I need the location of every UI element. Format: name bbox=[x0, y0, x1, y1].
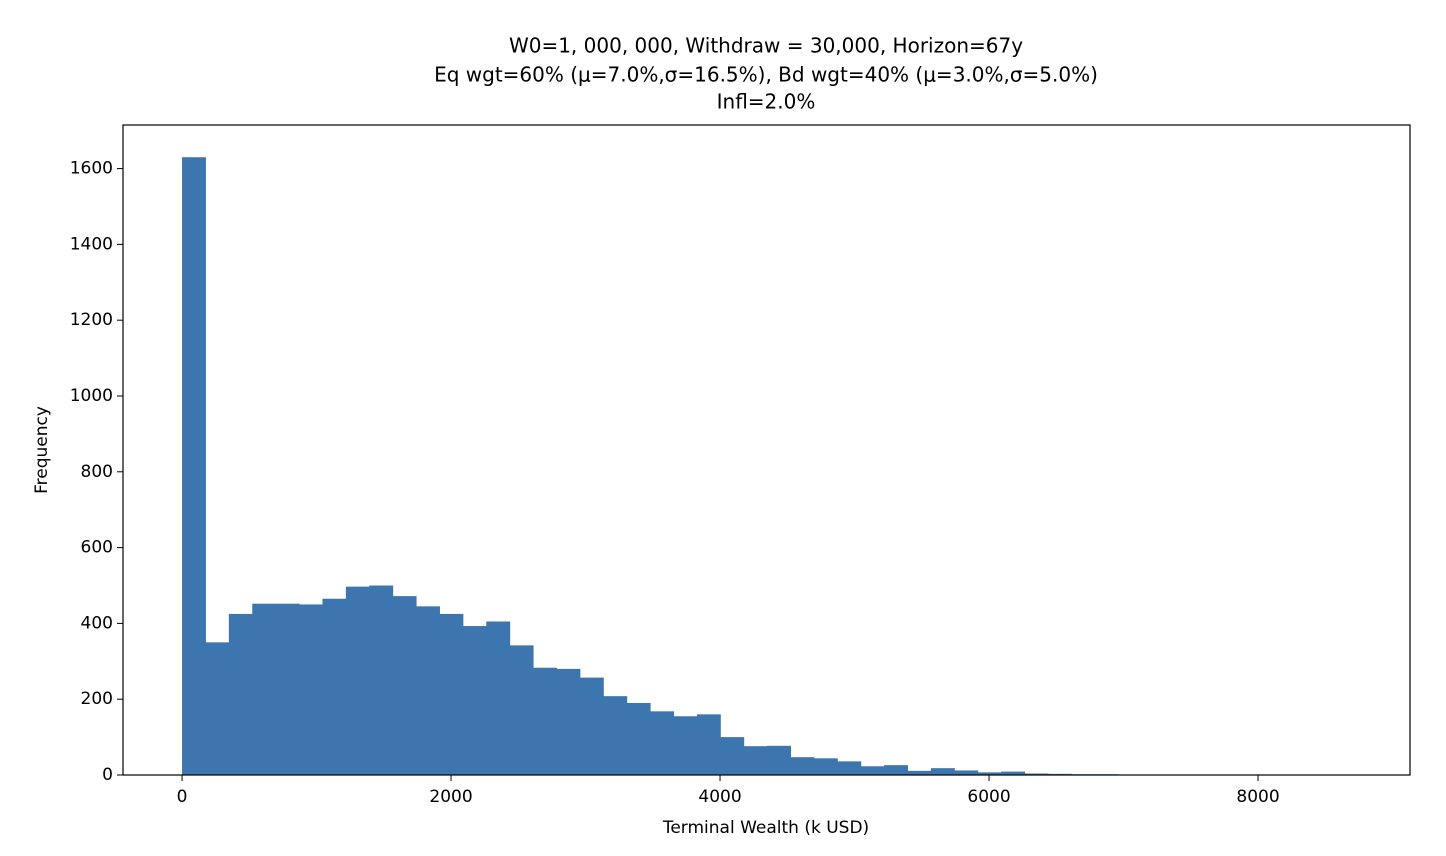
bar bbox=[954, 770, 979, 775]
bar bbox=[767, 745, 792, 775]
bar bbox=[416, 606, 440, 775]
x-tick-label: 6000 bbox=[967, 787, 1010, 807]
y-tick-label: 1600 bbox=[70, 159, 113, 179]
bar bbox=[977, 772, 1002, 775]
bar bbox=[228, 613, 253, 775]
x-tick-label: 0 bbox=[177, 787, 188, 807]
bar bbox=[252, 603, 277, 775]
bar bbox=[720, 737, 745, 775]
bar bbox=[369, 585, 394, 775]
bar bbox=[556, 668, 581, 775]
bar bbox=[696, 714, 721, 775]
bar bbox=[650, 711, 674, 775]
bar bbox=[743, 746, 768, 775]
x-axis-label: Terminal Wealth (k USD) bbox=[662, 818, 869, 838]
bar bbox=[462, 626, 487, 775]
y-tick-label: 200 bbox=[81, 689, 113, 709]
y-tick-label: 400 bbox=[81, 613, 113, 633]
bar bbox=[579, 677, 604, 775]
bar bbox=[182, 157, 206, 775]
bar bbox=[392, 596, 417, 775]
bar bbox=[1024, 773, 1049, 775]
bar bbox=[345, 586, 370, 775]
bar bbox=[205, 642, 230, 775]
x-tick-label: 2000 bbox=[429, 787, 472, 807]
y-tick-label: 600 bbox=[81, 538, 113, 558]
y-tick-label: 800 bbox=[81, 462, 113, 482]
bar bbox=[860, 766, 885, 775]
bar bbox=[930, 768, 955, 775]
chart-title: W0=1, 000, 000, Withdraw = 30,000, Horiz… bbox=[509, 34, 1023, 58]
bar bbox=[790, 757, 815, 775]
y-tick-label: 1400 bbox=[70, 234, 113, 254]
bar bbox=[509, 645, 534, 775]
y-tick-label: 0 bbox=[102, 765, 113, 785]
bar bbox=[884, 765, 909, 775]
chart-title: Eq wgt=60% (μ=7.0%,σ=16.5%), Bd wgt=40% … bbox=[434, 63, 1098, 87]
y-tick-label: 1200 bbox=[70, 310, 113, 330]
bar bbox=[603, 696, 628, 775]
plot-frame bbox=[122, 124, 1411, 776]
bar bbox=[626, 702, 651, 775]
bar bbox=[299, 604, 323, 775]
bar bbox=[837, 761, 862, 775]
bar bbox=[907, 770, 932, 775]
bar bbox=[322, 598, 347, 775]
y-tick-label: 1000 bbox=[70, 386, 113, 406]
x-tick-label: 8000 bbox=[1236, 787, 1279, 807]
y-axis-label: Frequency bbox=[32, 406, 52, 494]
bar bbox=[486, 621, 511, 775]
bar bbox=[533, 667, 557, 775]
bar bbox=[275, 603, 300, 775]
bar bbox=[813, 758, 838, 775]
bar bbox=[1001, 771, 1026, 775]
bar bbox=[673, 716, 698, 775]
x-tick-label: 4000 bbox=[698, 787, 741, 807]
chart-title: Infl=2.0% bbox=[717, 90, 816, 114]
bar bbox=[439, 613, 464, 775]
